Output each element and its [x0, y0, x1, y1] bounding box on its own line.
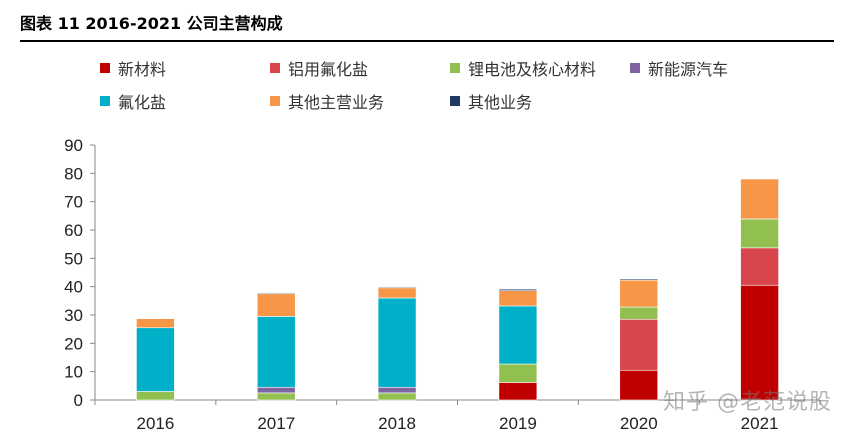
y-tick-label: 0	[74, 391, 83, 410]
bar-segment	[498, 363, 538, 383]
bar-segment	[619, 369, 659, 401]
bar-segment	[377, 286, 417, 289]
bar-segment	[256, 392, 296, 401]
bar-segment	[256, 292, 296, 295]
legend-swatch	[450, 63, 460, 73]
x-tick-label: 2016	[137, 414, 175, 433]
title-rule	[20, 40, 834, 42]
bar-segment	[740, 247, 779, 286]
bar-segment	[619, 279, 659, 308]
bar-segment	[256, 293, 296, 317]
legend-swatch	[450, 96, 460, 106]
bar-segment	[377, 287, 417, 299]
legend-swatch	[270, 96, 280, 106]
x-tick-label: 2019	[499, 414, 537, 433]
x-tick-label: 2017	[257, 414, 295, 433]
y-tick-label: 30	[64, 306, 83, 325]
bar-segment	[740, 178, 779, 220]
legend-item: 其他业务	[450, 89, 630, 113]
legend-label: 氟化盐	[118, 93, 167, 112]
bar-segment	[619, 318, 659, 371]
bar-segment	[256, 386, 296, 394]
legend-label: 新能源汽车	[648, 60, 729, 79]
legend-swatch	[100, 96, 110, 106]
bar-segment	[619, 278, 659, 281]
y-tick-label: 60	[64, 221, 83, 240]
y-tick-label: 20	[64, 334, 83, 353]
x-tick-label: 2021	[741, 414, 779, 433]
y-tick-label: 90	[64, 136, 83, 155]
legend-swatch	[270, 63, 280, 73]
y-tick-label: 70	[64, 193, 83, 212]
bar-segment	[256, 316, 296, 388]
bar-segment	[377, 386, 417, 394]
legend-item: 铝用氟化盐	[270, 56, 450, 80]
figure-title: 图表 11 2016-2021 公司主营构成	[20, 14, 283, 33]
bar-segment	[740, 218, 779, 249]
legend-label: 新材料	[118, 60, 167, 79]
legend-item: 新材料	[100, 56, 270, 80]
legend-label: 锂电池及核心材料	[468, 60, 597, 79]
bar-segment	[377, 392, 417, 401]
bar-segment	[498, 290, 538, 307]
bar-segment	[740, 284, 779, 401]
chart-legend: 新材料 铝用氟化盐 锂电池及核心材料 新能源汽车氟化盐 其他主营业务 其他业务	[100, 56, 780, 113]
legend-swatch	[100, 63, 110, 73]
legend-item: 氟化盐	[100, 89, 270, 113]
legend-item: 锂电池及核心材料	[450, 56, 630, 80]
x-tick-label: 2018	[378, 414, 416, 433]
legend-label: 其他主营业务	[288, 93, 385, 112]
legend-item: 新能源汽车	[630, 56, 780, 80]
y-tick-label: 80	[64, 164, 83, 183]
x-tick-label: 2020	[620, 414, 658, 433]
legend-swatch	[630, 63, 640, 73]
watermark: 知乎 @老范说股	[663, 390, 832, 415]
bar-segment	[377, 297, 417, 388]
y-tick-label: 10	[64, 363, 83, 382]
bar-segment	[619, 306, 659, 320]
bar-segment	[136, 318, 175, 329]
bar-segment	[498, 305, 538, 365]
legend-item: 其他主营业务	[270, 89, 450, 113]
y-tick-label: 40	[64, 278, 83, 297]
bar-segment	[498, 288, 538, 291]
bar-segment	[136, 391, 175, 401]
bar-segment	[498, 382, 538, 401]
y-tick-label: 50	[64, 249, 83, 268]
bar-segment	[136, 327, 175, 392]
legend-label: 其他业务	[468, 93, 533, 112]
legend-label: 铝用氟化盐	[288, 60, 369, 79]
